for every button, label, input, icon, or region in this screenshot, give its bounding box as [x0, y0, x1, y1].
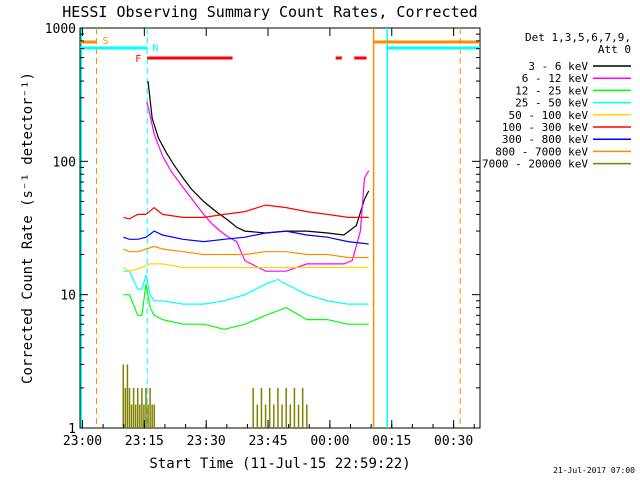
s-flag-label: S: [102, 36, 108, 47]
series-3-line: [123, 270, 369, 305]
legend-label-8: 7000 - 20000 keV: [482, 158, 588, 171]
x-tick-label-0: 23:00: [63, 434, 102, 449]
series-7-line: [123, 245, 369, 259]
y-tick-label-2: 100: [53, 155, 76, 170]
x-tick-label-4: 00:00: [310, 434, 349, 449]
x-axis-label: Start Time (11-Jul-15 22:59:22): [149, 456, 410, 472]
x-tick-label-3: 23:45: [248, 434, 287, 449]
series-0-line: [147, 81, 370, 236]
legend-label-3: 25 - 50 keV: [515, 97, 588, 110]
x-tick-label-5: 00:15: [372, 434, 411, 449]
legend-label-2: 12 - 25 keV: [515, 84, 588, 97]
x-tick-label-2: 23:30: [187, 434, 226, 449]
legend-attenuator: Att 0: [598, 43, 631, 56]
chart-title: HESSI Observing Summary Count Rates, Cor…: [62, 3, 477, 21]
data-series: [122, 81, 370, 428]
y-tick-label-3: 1000: [45, 22, 76, 37]
y-tick-label-0: 1: [68, 422, 76, 437]
y-tick-label-1: 10: [60, 289, 76, 304]
legend-label-1: 6 - 12 keV: [522, 72, 589, 85]
legend-label-6: 300 - 800 keV: [502, 133, 588, 146]
plot-background: [79, 27, 481, 429]
legend-label-5: 100 - 300 keV: [502, 121, 588, 134]
legend-label-4: 50 - 100 keV: [509, 109, 589, 122]
flag-bars: S NF: [80, 36, 480, 65]
series-5-line: [123, 204, 369, 220]
series-2-line: [123, 283, 369, 330]
legend-label-0: 3 - 6 keV: [528, 60, 588, 73]
f-flag-label: F: [135, 54, 141, 65]
x-tick-label-6: 00:30: [434, 434, 473, 449]
n-flag-label: N: [152, 43, 158, 54]
series-6-line: [123, 230, 369, 245]
legend-label-7: 800 - 7000 keV: [495, 145, 588, 158]
footer-date: 21-Jul-2017 07:00: [553, 466, 635, 475]
y-axis-label: Corrected Count Rate (s⁻¹ detector⁻¹): [20, 72, 36, 384]
axes: 23:00 23:15 23:30 23:45 00:00 00:15 00:30 1 10 10…: [45, 22, 480, 449]
legend-detectors: Det 1,3,5,6,7,9,: [525, 31, 631, 44]
series-1-line: [146, 101, 370, 272]
series-8: [122, 364, 308, 428]
flag-lines: [80, 28, 461, 428]
x-tick-label-1: 23:15: [125, 434, 164, 449]
series-4-line: [122, 263, 369, 272]
